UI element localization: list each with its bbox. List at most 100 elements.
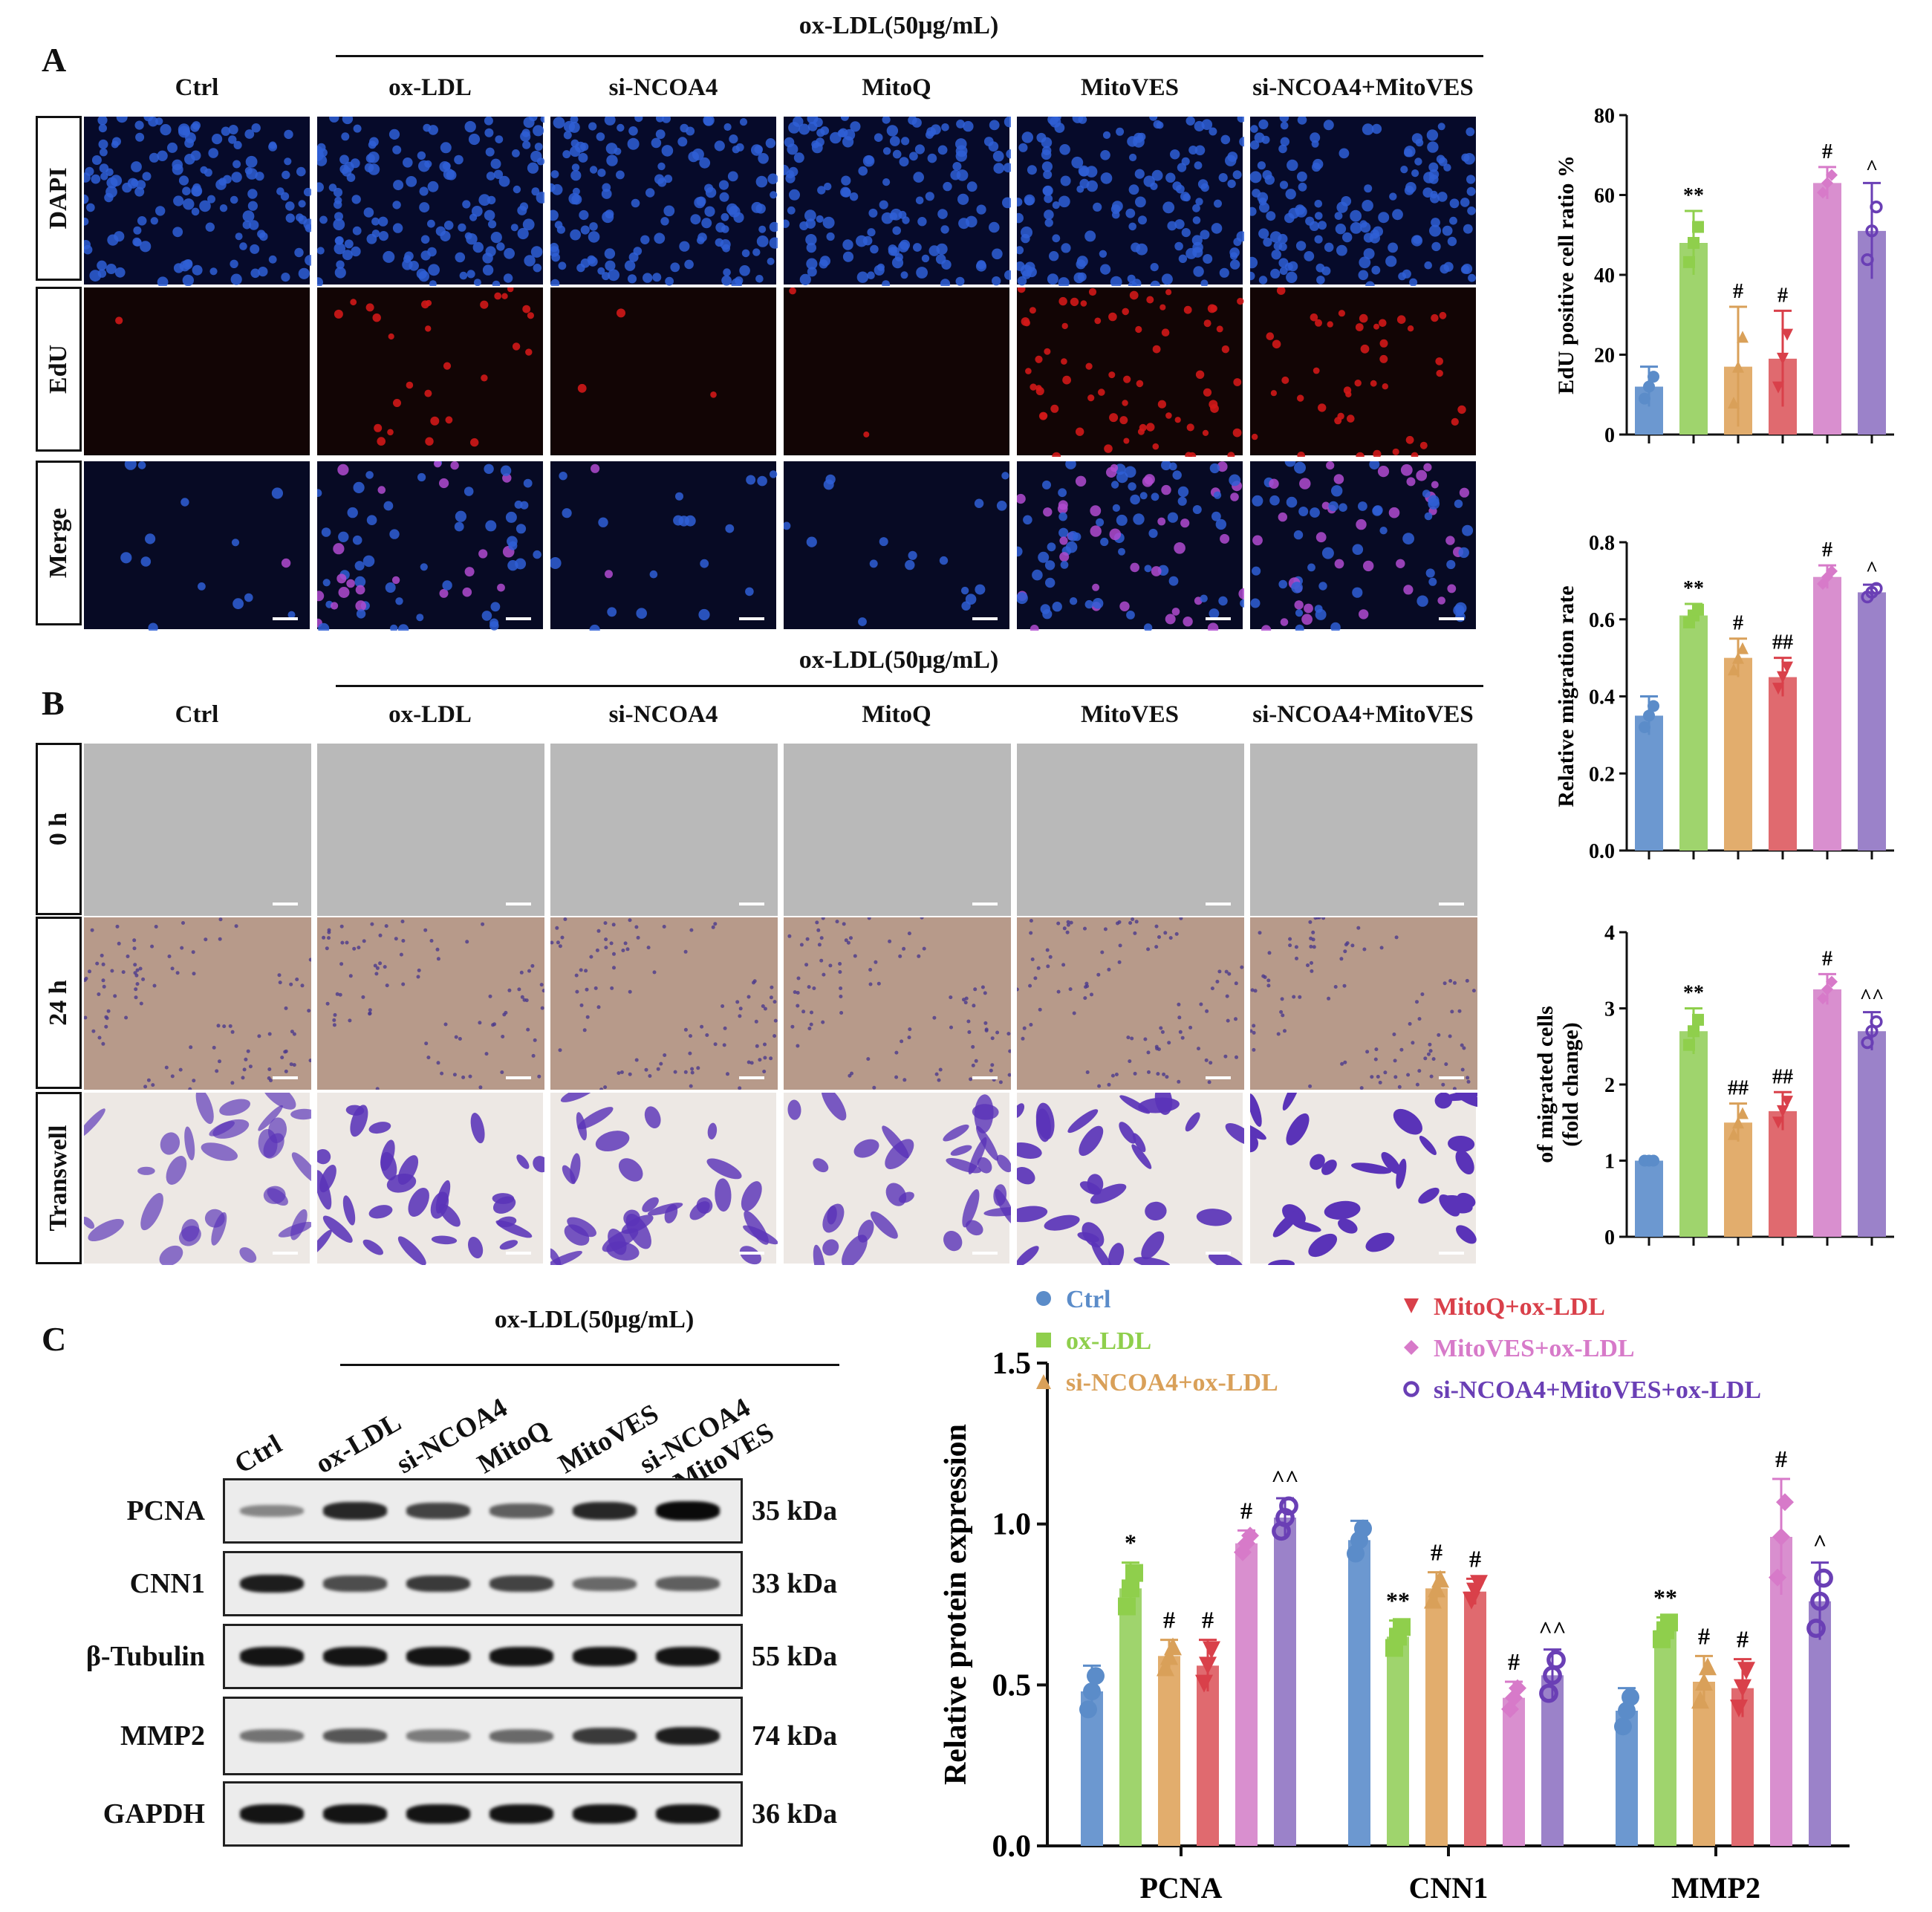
- row-label-text: Transwell: [45, 1125, 72, 1232]
- panel-letter-b: B: [42, 684, 65, 722]
- significance-mark: ^: [1866, 558, 1878, 581]
- significance-mark: ^: [1813, 1529, 1827, 1556]
- y-tick-label: 2: [1604, 1074, 1615, 1097]
- bar-si-ncoa4: [1724, 657, 1752, 851]
- data-point: [1810, 1591, 1829, 1611]
- blot-band: [406, 1729, 470, 1743]
- blot-band: [406, 1575, 470, 1593]
- blot-band: [573, 1804, 637, 1824]
- data-point: [1737, 1107, 1749, 1119]
- micrograph-edu-mitoq: [783, 287, 1010, 456]
- micrograph-dapi-ox-ldl: [312, 112, 548, 289]
- column-label-mitoves: MitoVES: [1081, 701, 1179, 728]
- micrograph-scratch24-ctrl: [82, 917, 313, 1091]
- data-point: [1275, 1508, 1295, 1527]
- blot-band: [406, 1647, 470, 1666]
- row-label-edu: EdU: [36, 287, 82, 452]
- data-point: [1118, 1597, 1136, 1616]
- panel-letter-a: A: [42, 41, 67, 79]
- data-point: [1692, 221, 1704, 233]
- data-point: [1509, 1679, 1526, 1697]
- data-point: [1769, 1568, 1786, 1587]
- row-label-24-h: 24 h: [36, 917, 82, 1089]
- significance-mark: #: [1775, 1446, 1787, 1472]
- blot-band: [656, 1647, 720, 1666]
- micrograph-edu-ox-ldl: [316, 285, 544, 456]
- bar-mitoq: [1769, 677, 1797, 851]
- y-tick-label: 0.4: [1589, 686, 1615, 709]
- significance-mark: #: [1240, 1497, 1252, 1524]
- lane-label-ox-ldl: ox-LDL: [310, 1406, 407, 1480]
- micrograph-dapi-ctrl: [79, 111, 316, 288]
- bar-si-ncoa4-mitoves: [1858, 1031, 1886, 1237]
- data-point: [1776, 1493, 1794, 1512]
- category-label-pcna: PCNA: [1139, 1871, 1222, 1905]
- y-tick-label: 80: [1594, 105, 1615, 128]
- data-point: [1279, 1496, 1298, 1516]
- row-label-text: 0 h: [45, 812, 72, 846]
- column-label-si-ncoa4: si-NCOA4: [608, 74, 718, 101]
- legend-label-si-ncoa4-mitoves-ox-ldl: si-NCOA4+MitoVES+ox-LDL: [1434, 1376, 1761, 1404]
- blot-band: [656, 1804, 720, 1824]
- micrograph-scratch0-ctrl: [83, 743, 311, 916]
- y-tick-label: 60: [1594, 185, 1615, 208]
- legend-label-ox-ldl: ox-LDL: [1066, 1327, 1151, 1355]
- bar-pcna-mitoq-ox-ldl: [1197, 1665, 1219, 1846]
- micrograph-scratch0-mitoves: [1016, 743, 1244, 916]
- bar-pcna-si-ncoa4-ox-ldl: [1158, 1656, 1180, 1846]
- data-point: [1817, 992, 1829, 1005]
- data-point: [1732, 1116, 1744, 1129]
- treatment-line-c: [340, 1364, 839, 1366]
- data-point: [1648, 700, 1659, 712]
- bar-pcna-ox-ldl: [1119, 1588, 1142, 1846]
- micrograph-transwell-ox-ldl: [309, 1092, 549, 1266]
- significance-mark: *: [1125, 1529, 1136, 1556]
- data-point: [1122, 1579, 1139, 1598]
- row-label-merge: Merge: [36, 461, 82, 625]
- data-point: [1772, 1528, 1790, 1546]
- data-point: [1732, 360, 1744, 373]
- data-point: [1772, 683, 1784, 695]
- micrograph-scratch0-ox-ldl: [316, 743, 544, 916]
- micrograph-transwell-ctrl: [77, 1081, 320, 1266]
- data-point: [1861, 1036, 1874, 1050]
- micrograph-scratch24-mitoq: [783, 915, 1012, 1090]
- micrograph-transwell-mitoves: [1007, 1084, 1255, 1275]
- blot-band: [489, 1503, 553, 1518]
- data-point: [1539, 1683, 1558, 1703]
- micrograph-edu-mitoves: [1016, 284, 1244, 461]
- edu-ratio-chart: 0 20 40 60 80 EdU positive cell ratio % ** # # # ^: [1554, 105, 1894, 447]
- data-point: [1660, 1613, 1678, 1632]
- blot-band: [240, 1504, 304, 1518]
- protein-expression-chart: 0.0 0.5 1.0 1.5 Relative protein expression P…: [939, 1286, 1850, 1905]
- micrograph-scratch24-ox-ldl: [316, 917, 546, 1091]
- data-point: [1688, 1025, 1700, 1038]
- y-axis-label: EdU positive cell ratio %: [1554, 155, 1578, 394]
- significance-mark: #: [1822, 539, 1832, 562]
- data-point: [1821, 177, 1833, 189]
- data-point: [1470, 1575, 1488, 1593]
- micrograph-scratch0-si-ncoa4-mitoves: [1249, 743, 1477, 916]
- data-point: [1806, 1619, 1826, 1638]
- category-label-mmp2: MMP2: [1671, 1871, 1760, 1905]
- bar-cnn1-mitoves-ox-ldl: [1503, 1697, 1525, 1846]
- data-point: [1431, 1570, 1449, 1588]
- row-label-transwell: Transwell: [36, 1092, 82, 1264]
- bar-mmp2-si-ncoa4-ox-ldl: [1693, 1682, 1715, 1846]
- y-tick-label: 0.6: [1589, 609, 1615, 632]
- data-point: [1618, 1702, 1636, 1720]
- data-point: [1814, 1568, 1833, 1588]
- blot-band: [489, 1576, 553, 1592]
- data-point: [1643, 380, 1655, 393]
- data-point: [1737, 642, 1749, 654]
- column-label-mitoq: MitoQ: [862, 701, 931, 728]
- data-point: [1160, 1647, 1178, 1665]
- blot-band: [406, 1804, 470, 1824]
- significance-mark: #: [1202, 1607, 1214, 1633]
- legend-label-mitoq-ox-ldl: MitoQ+ox-LDL: [1434, 1293, 1605, 1321]
- legend-marker-mitoves-ox-ldl: [1404, 1340, 1419, 1355]
- significance-mark: #: [1733, 280, 1743, 303]
- legend-marker-si-ncoa4-mitoves-ox-ldl: [1403, 1381, 1419, 1397]
- micrograph-edu-si-ncoa4-mitoves: [1249, 286, 1477, 461]
- significance-mark: **: [1683, 982, 1704, 1005]
